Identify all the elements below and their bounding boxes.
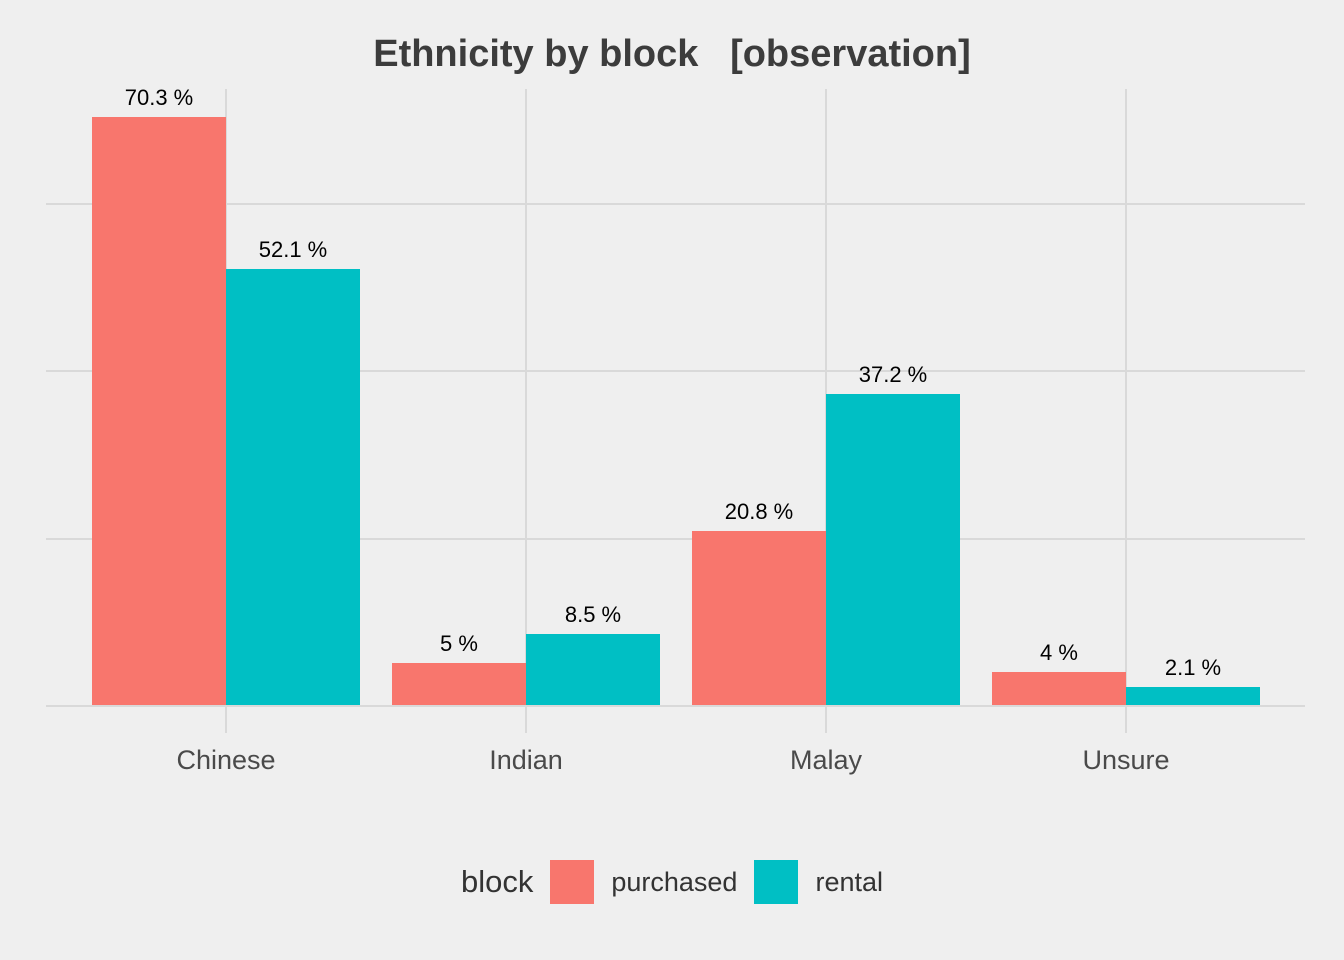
bar-value-label-rental-chinese: 52.1 %	[258, 237, 328, 262]
legend-title: block	[460, 864, 534, 899]
rental-swatch-icon	[754, 860, 799, 904]
purchased-swatch-icon	[550, 860, 595, 904]
legend-item-rental: rental	[754, 860, 883, 904]
bar-purchased-indian	[392, 663, 526, 705]
legend: block purchased rental	[0, 852, 1344, 912]
x-tick-label-chinese: Chinese	[176, 745, 276, 775]
bar-rental-malay	[826, 394, 960, 705]
gridline-horizontal-40	[46, 370, 1305, 373]
gridline-vertical-indian	[525, 89, 527, 733]
x-tick-label-unsure: Unsure	[1082, 745, 1170, 775]
bar-purchased-unsure	[992, 672, 1126, 705]
bar-rental-unsure	[1126, 687, 1260, 705]
bar-value-label-purchased-chinese: 70.3 %	[124, 85, 194, 110]
bar-value-label-rental-malay: 37.2 %	[858, 362, 928, 387]
gridline-horizontal-20	[46, 537, 1305, 540]
gridline-vertical-unsure	[1125, 89, 1127, 733]
legend-label-purchased: purchased	[611, 866, 738, 897]
legend-label-rental: rental	[815, 866, 883, 897]
plot-panel: 70.3 % 5 % 20.8 % 4 % 52.1 % 8.5 % 37.2 % 2.1 %	[46, 85, 1305, 733]
bar-value-label-rental-indian: 8.5 %	[564, 602, 622, 627]
bar-value-label-purchased-indian: 5 %	[440, 631, 478, 656]
gridline-horizontal-0	[46, 705, 1305, 707]
bar-rental-indian	[526, 634, 660, 705]
bar-value-label-purchased-unsure: 4 %	[1040, 640, 1078, 665]
bar-rental-chinese	[226, 269, 360, 705]
gridline-horizontal-60	[46, 203, 1305, 206]
x-tick-label-indian: Indian	[489, 745, 563, 775]
bar-purchased-chinese	[92, 117, 226, 705]
bar-purchased-malay	[692, 531, 826, 705]
legend-item-purchased: purchased	[550, 860, 737, 904]
bar-value-label-rental-unsure: 2.1 %	[1164, 655, 1222, 680]
x-axis: Chinese Indian Malay Unsure	[0, 743, 1344, 777]
bar-value-label-purchased-malay: 20.8 %	[724, 499, 794, 524]
chart-title: Ethnicity by block [observation]	[373, 33, 971, 75]
x-tick-label-malay: Malay	[789, 745, 863, 775]
